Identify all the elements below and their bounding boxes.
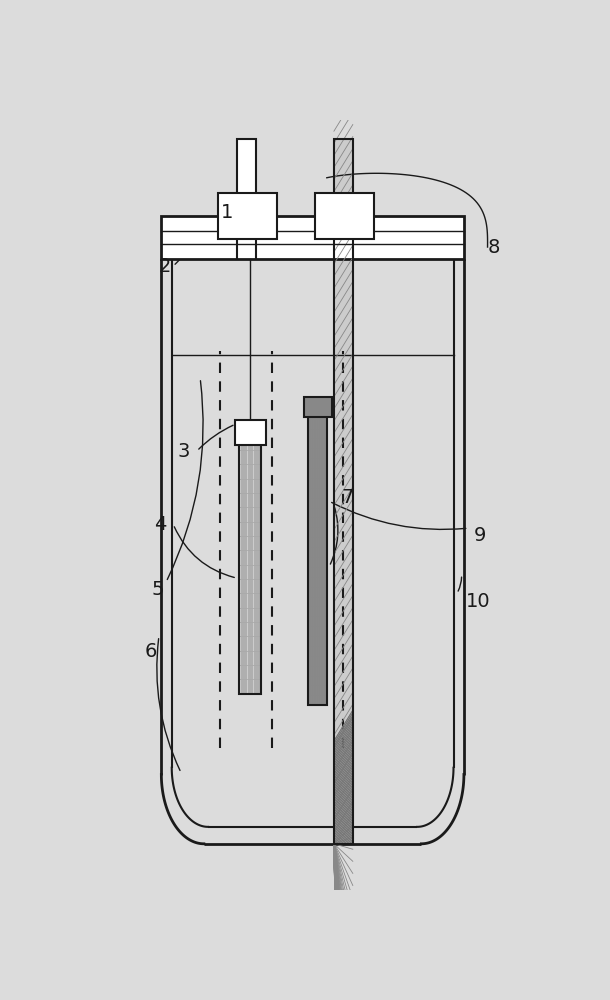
Bar [239,436,260,694]
Bar [304,397,332,417]
Bar [308,409,327,705]
Bar [235,420,267,445]
Bar [308,409,327,705]
Bar [315,193,374,239]
Text: 4: 4 [154,515,167,534]
Bar [334,139,353,844]
Text: 1: 1 [220,203,233,222]
Bar [218,193,277,239]
Bar [239,436,260,694]
Bar [161,216,464,259]
Text: 8: 8 [487,238,500,257]
Bar [237,139,256,216]
Text: 3: 3 [178,442,190,461]
Text: 10: 10 [466,592,491,611]
Bar [334,139,353,844]
Text: 9: 9 [473,526,486,545]
Text: 5: 5 [152,580,164,599]
Text: 6: 6 [145,642,157,661]
Text: 2: 2 [159,257,171,276]
Text: 7: 7 [341,488,353,507]
